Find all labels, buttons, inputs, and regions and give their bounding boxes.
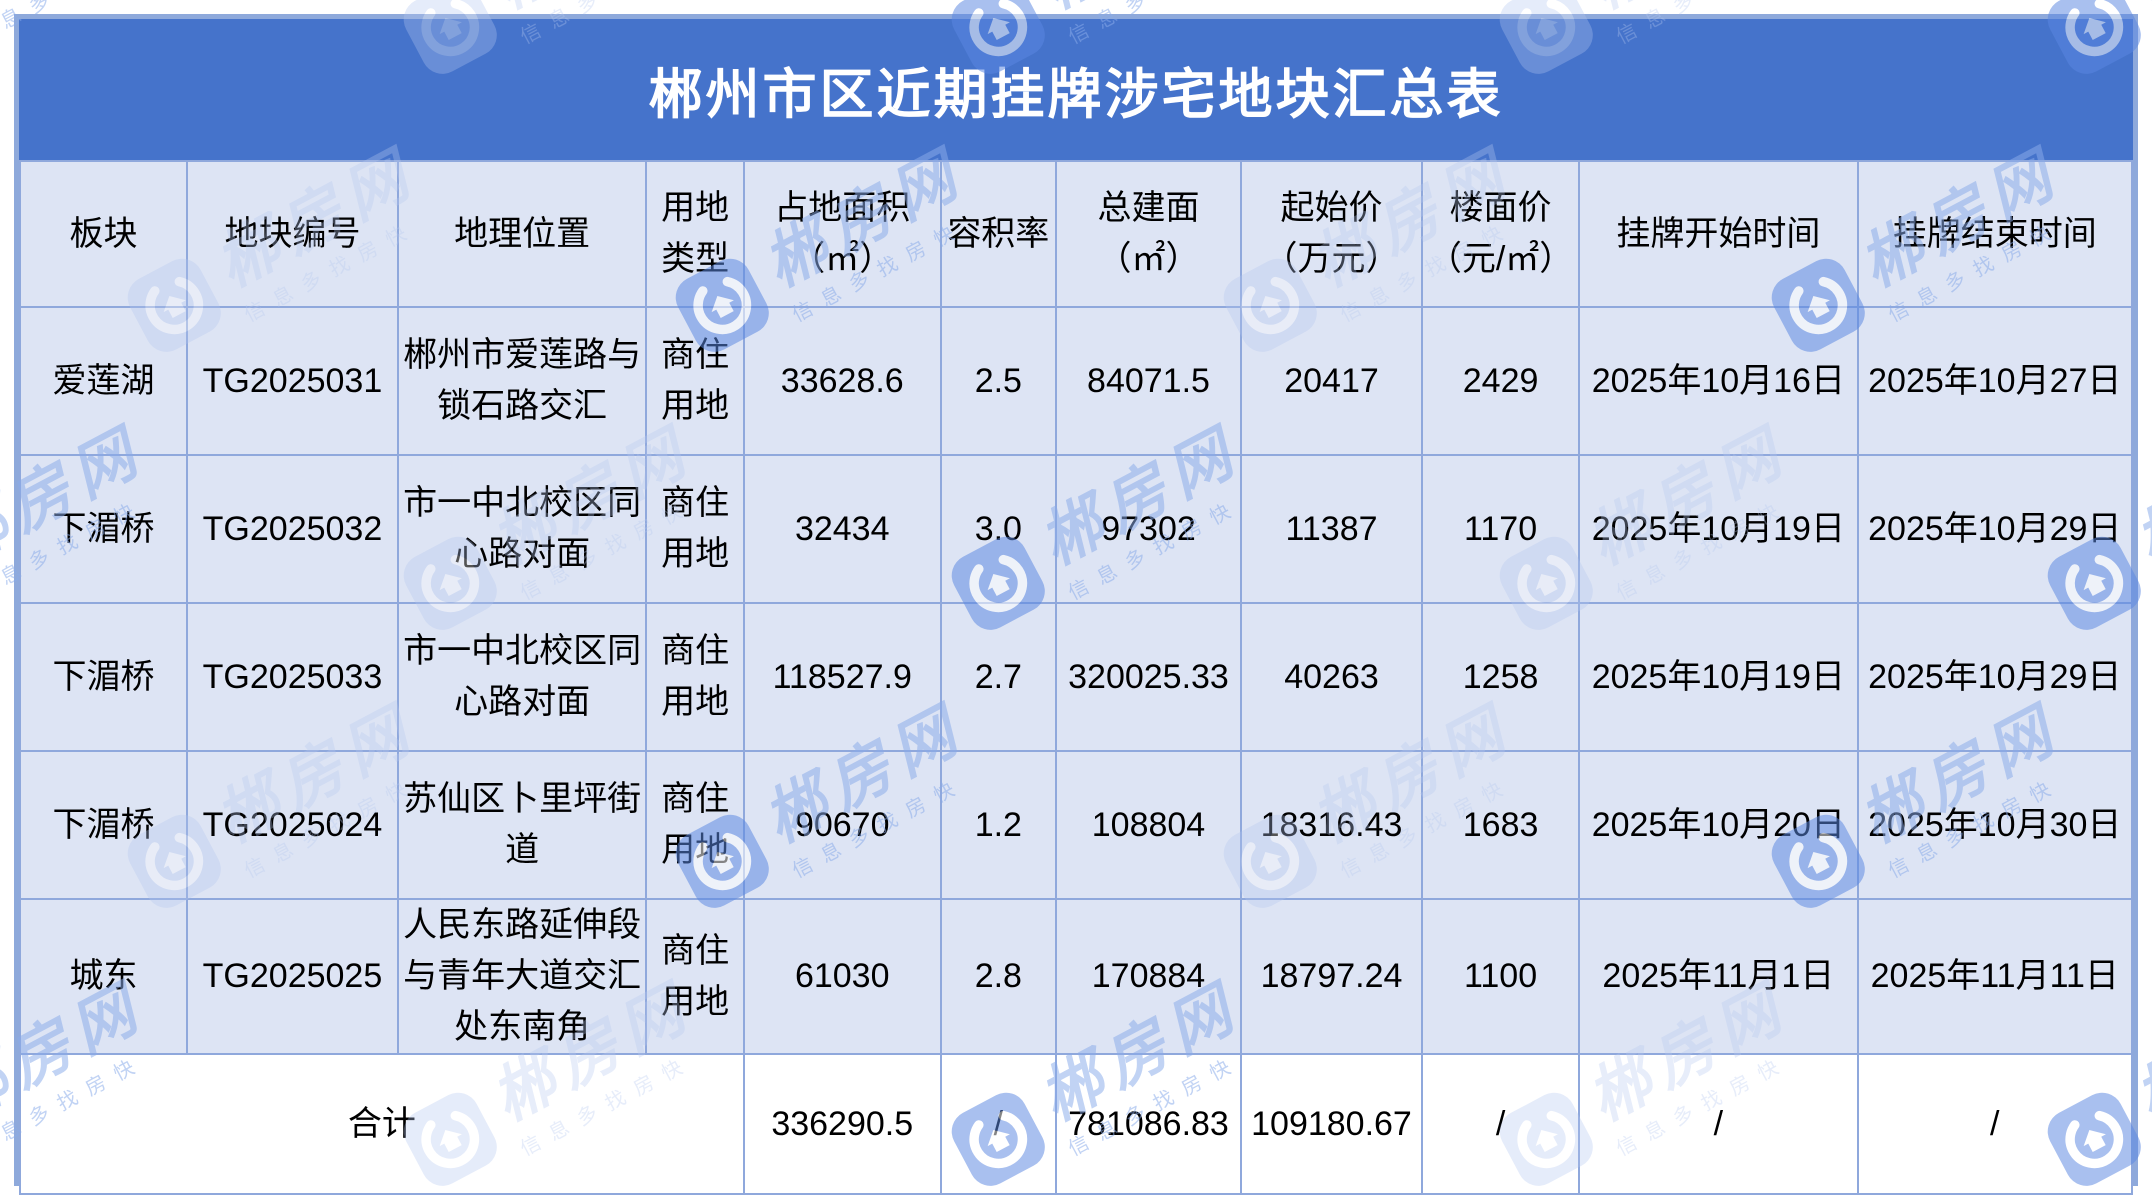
cell-district: 下湄桥	[18, 750, 189, 900]
col-header-land_use: 用地 类型	[645, 160, 745, 308]
cell-parcel_id: TG2025025	[186, 898, 399, 1055]
cell-start_price: 20417	[1240, 306, 1423, 456]
cell-start_price: 18316.43	[1240, 750, 1423, 900]
cell-floor_price: 1683	[1420, 750, 1581, 900]
cell-land_use: 商住用地	[645, 898, 745, 1055]
table-row: 下湄桥 TG2025033 市一中北校区同心路对面 商住用地 118527.9 2.7 32…	[18, 602, 2134, 752]
cell-land_area: 90670	[742, 750, 942, 900]
cell-floor_price: 1100	[1420, 898, 1581, 1055]
cell-list_end: 2025年10月27日	[1856, 306, 2134, 456]
cell-list_start: 2025年10月16日	[1578, 306, 1859, 456]
cell-parcel_id: TG2025031	[186, 306, 399, 456]
cell-list_end: 2025年11月11日	[1856, 898, 2134, 1055]
cell-parcel_id: TG2025032	[186, 454, 399, 604]
cell-gfa: 84071.5	[1054, 306, 1243, 456]
cell-land_use: 商住用地	[645, 454, 745, 604]
cell-floor_price: 1258	[1420, 602, 1581, 752]
cell-land_use: 商住用地	[645, 306, 745, 456]
cell-gfa: 108804	[1054, 750, 1243, 900]
cell-gfa: 97302	[1054, 454, 1243, 604]
cell-district: 城东	[18, 898, 189, 1055]
cell-gfa: 320025.33	[1054, 602, 1243, 752]
title-bar: 郴州市区近期挂牌涉宅地块汇总表	[19, 19, 2133, 160]
total-floor_price: /	[1420, 1053, 1581, 1195]
cell-land_area: 118527.9	[742, 602, 942, 752]
cell-plot_ratio: 2.7	[939, 602, 1057, 752]
cell-land_use: 商住用地	[645, 602, 745, 752]
cell-list_end: 2025年10月30日	[1856, 750, 2134, 900]
cell-start_price: 18797.24	[1240, 898, 1423, 1055]
table-body: 爱莲湖 TG2025031 郴州市爱莲路与锁石路交汇 商住用地 33628.6 2.5 84…	[18, 306, 2134, 1195]
cell-parcel_id: TG2025024	[186, 750, 399, 900]
col-header-list_end: 挂牌结束时间	[1856, 160, 2134, 308]
col-header-parcel_id: 地块编号	[186, 160, 399, 308]
cell-parcel_id: TG2025033	[186, 602, 399, 752]
cell-plot_ratio: 2.5	[939, 306, 1057, 456]
total-label: 合计	[19, 1053, 745, 1195]
total-row: 合计 336290.5/781086.83 109180.67// /	[19, 1053, 2134, 1195]
col-header-land_area: 占地面积 （㎡）	[742, 160, 942, 308]
cell-location: 人民东路延伸段与青年大道交汇处东南角	[396, 898, 648, 1055]
cell-location: 苏仙区卜里坪街道	[396, 750, 648, 900]
cell-district: 爱莲湖	[18, 306, 189, 456]
cell-list_end: 2025年10月29日	[1856, 602, 2134, 752]
cell-land_area: 61030	[742, 898, 942, 1055]
col-header-start_price: 起始价 （万元）	[1240, 160, 1423, 308]
col-header-floor_price: 楼面价 （元/㎡）	[1420, 160, 1581, 308]
col-header-list_start: 挂牌开始时间	[1578, 160, 1859, 308]
total-land_area: 336290.5	[742, 1053, 942, 1195]
cell-start_price: 11387	[1240, 454, 1423, 604]
cell-plot_ratio: 3.0	[939, 454, 1057, 604]
cell-gfa: 170884	[1054, 898, 1243, 1055]
cell-floor_price: 1170	[1420, 454, 1581, 604]
summary-table: 板块 地块编号 地理位置 用地 类型 占地面积 （㎡） 容积率 总建面 （㎡） 起始价 （万元…	[18, 160, 2134, 1195]
cell-location: 市一中北校区同心路对面	[396, 454, 648, 604]
total-plot_ratio: /	[939, 1053, 1057, 1195]
table-row: 下湄桥 TG2025024 苏仙区卜里坪街道 商住用地 90670 1.2 108804 18…	[18, 750, 2134, 900]
cell-district: 下湄桥	[18, 454, 189, 604]
col-header-location: 地理位置	[396, 160, 648, 308]
cell-location: 市一中北校区同心路对面	[396, 602, 648, 752]
col-header-gfa: 总建面 （㎡）	[1054, 160, 1243, 308]
cell-land_use: 商住用地	[645, 750, 745, 900]
cell-district: 下湄桥	[18, 602, 189, 752]
header-row: 板块 地块编号 地理位置 用地 类型 占地面积 （㎡） 容积率 总建面 （㎡） 起始价 （万元…	[18, 160, 2134, 308]
cell-list_start: 2025年10月19日	[1578, 454, 1859, 604]
cell-land_area: 32434	[742, 454, 942, 604]
cell-list_end: 2025年10月29日	[1856, 454, 2134, 604]
cell-floor_price: 2429	[1420, 306, 1581, 456]
total-gfa: 781086.83	[1054, 1053, 1243, 1195]
cell-start_price: 40263	[1240, 602, 1423, 752]
summary-sheet: 郴州市区近期挂牌涉宅地块汇总表 板块 地块编号 地理位置 用地 类型 占地面积 （㎡）容…	[14, 14, 2138, 1195]
total-start_price: 109180.67	[1240, 1053, 1423, 1195]
cell-plot_ratio: 1.2	[939, 750, 1057, 900]
cell-list_start: 2025年11月1日	[1578, 898, 1859, 1055]
cell-land_area: 33628.6	[742, 306, 942, 456]
col-header-plot_ratio: 容积率	[939, 160, 1057, 308]
table-row: 下湄桥 TG2025032 市一中北校区同心路对面 商住用地 32434 3.0 97302…	[18, 454, 2134, 604]
total-list_end: /	[1856, 1053, 2134, 1195]
table-row: 爱莲湖 TG2025031 郴州市爱莲路与锁石路交汇 商住用地 33628.6 2.5 84…	[18, 306, 2134, 456]
table-row: 城东 TG2025025 人民东路延伸段与青年大道交汇处东南角 商住用地 61030 2.…	[18, 898, 2134, 1055]
page-title: 郴州市区近期挂牌涉宅地块汇总表	[648, 65, 1504, 125]
cell-list_start: 2025年10月19日	[1578, 602, 1859, 752]
cell-plot_ratio: 2.8	[939, 898, 1057, 1055]
col-header-district: 板块	[18, 160, 189, 308]
cell-location: 郴州市爱莲路与锁石路交汇	[396, 306, 648, 456]
total-list_start: /	[1578, 1053, 1859, 1195]
cell-list_start: 2025年10月20日	[1578, 750, 1859, 900]
